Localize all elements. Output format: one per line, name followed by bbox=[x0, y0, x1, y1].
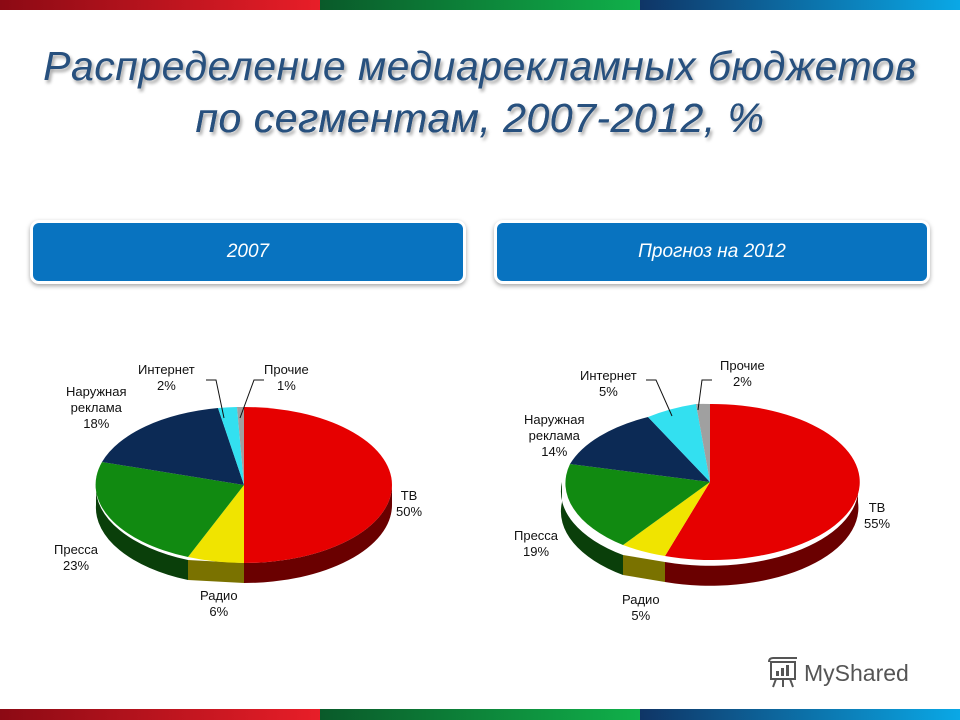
label-other-2007: Прочие 1% bbox=[264, 362, 309, 393]
slice-tv bbox=[665, 403, 860, 560]
pie-chart-2012: ТВ 55% Радио 5% Пресса 19% Наружная реклама 1… bbox=[500, 340, 920, 640]
panel-header-2007: 2007 bbox=[30, 220, 466, 284]
slice-press bbox=[95, 462, 244, 557]
pie-2012-graphic bbox=[560, 379, 860, 586]
panel-header-2012: Прогноз на 2012 bbox=[494, 220, 930, 284]
label-outdoor-2007: Наружная реклама 18% bbox=[66, 384, 127, 431]
slice-other bbox=[237, 406, 244, 485]
bottom-color-stripe bbox=[0, 709, 960, 720]
slice-internet bbox=[648, 404, 710, 482]
label-press-2012: Пресса 19% bbox=[514, 528, 559, 559]
myshared-watermark: MyShared bbox=[766, 656, 909, 690]
slice-internet bbox=[218, 407, 244, 485]
label-press-2007: Пресса 23% bbox=[54, 542, 99, 573]
slide-title: Распределение медиарекламных бюджетов по… bbox=[0, 40, 960, 144]
slice-outdoor bbox=[570, 417, 710, 482]
label-tv-2007: ТВ 50% bbox=[396, 488, 423, 519]
slice-outdoor bbox=[102, 408, 244, 485]
label-internet-2007: Интернет 2% bbox=[138, 362, 195, 393]
top-color-stripe bbox=[0, 0, 960, 10]
label-radio-2012: Радио 5% bbox=[622, 592, 660, 623]
presentation-board-icon bbox=[768, 657, 797, 688]
label-other-2012: Прочие 2% bbox=[720, 358, 765, 389]
label-tv-2012: ТВ 55% bbox=[864, 500, 891, 531]
label-radio-2007: Радио 6% bbox=[200, 588, 238, 619]
slice-tv bbox=[244, 407, 392, 563]
pie-2007-graphic bbox=[95, 379, 392, 583]
title-line-1: Распределение медиарекламных бюджетов bbox=[43, 43, 917, 89]
pie-chart-2007: ТВ 50% Радио 6% Пресса 23% Наружная реклама 1… bbox=[40, 340, 440, 630]
label-outdoor-2012: Наружная реклама 14% bbox=[524, 412, 585, 459]
slice-radio bbox=[623, 482, 710, 556]
watermark-text: MyShared bbox=[804, 659, 909, 686]
title-line-2: по сегментам, 2007-2012, % bbox=[195, 95, 765, 141]
slice-other bbox=[696, 403, 710, 482]
slice-press bbox=[565, 464, 710, 545]
label-internet-2012: Интернет 5% bbox=[580, 368, 637, 399]
slice-radio bbox=[188, 485, 244, 563]
